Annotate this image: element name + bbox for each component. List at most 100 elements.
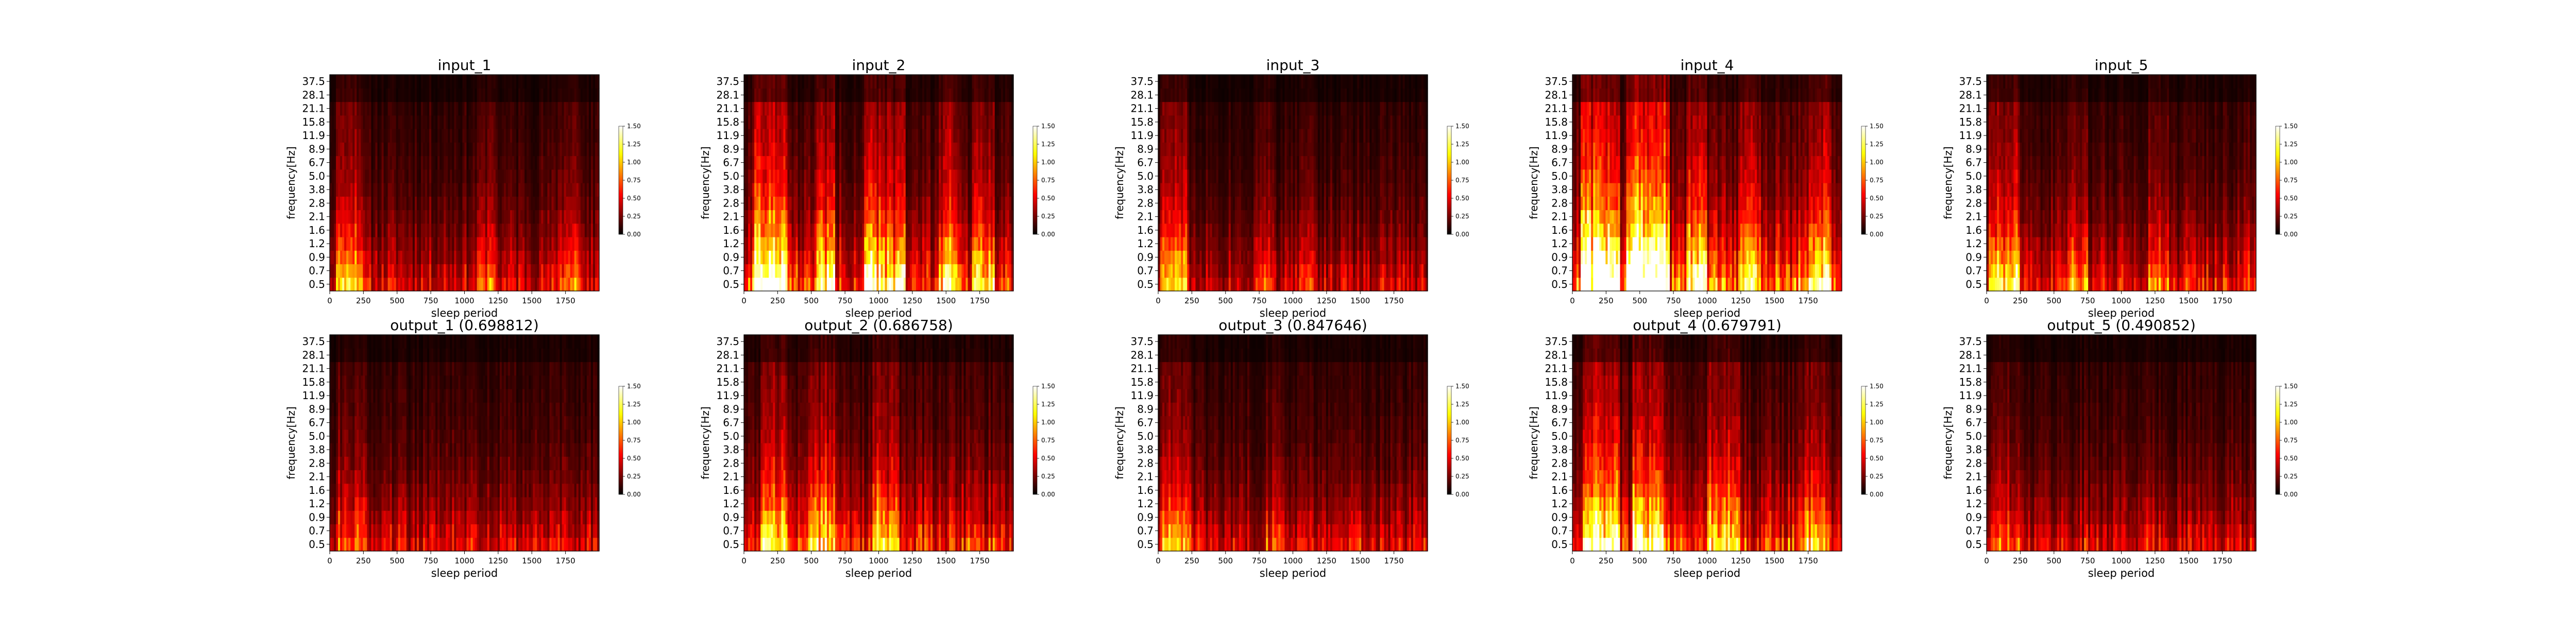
heatmap-cell (330, 156, 332, 170)
heatmap-cell (346, 210, 349, 224)
heatmap-cell (916, 210, 919, 224)
heatmap-cell (1234, 250, 1238, 265)
heatmap-cell (1158, 101, 1161, 116)
heatmap-cell (992, 250, 995, 265)
heatmap-cell (379, 156, 382, 170)
heatmap-cell (889, 129, 892, 143)
heatmap-cell (518, 223, 521, 237)
heatmap-cell (524, 277, 527, 291)
heatmap-cell (984, 169, 987, 183)
colorbar-tick-label: 0.50 (627, 195, 641, 202)
heatmap-cell (512, 88, 515, 102)
heatmap-cell (418, 142, 421, 157)
heatmap-cell (1208, 264, 1211, 278)
heatmap-cell (924, 277, 927, 291)
heatmap-cell (398, 129, 401, 143)
heatmap-cell (878, 277, 882, 291)
heatmap-cell (957, 237, 960, 251)
heatmap-cell (487, 237, 490, 251)
heatmap-cell (431, 101, 434, 116)
heatmap-cell (1187, 183, 1190, 197)
heatmap-cell (334, 277, 336, 291)
heatmap-cell (907, 156, 910, 170)
heatmap-cell (456, 277, 459, 291)
y-axis-label: frequency[Hz] (285, 146, 297, 219)
heatmap-cell (850, 183, 852, 197)
heatmap-cell (972, 264, 975, 278)
heatmap-cell (421, 183, 423, 197)
heatmap-cell (1009, 115, 1012, 129)
heatmap-cell (389, 237, 393, 251)
heatmap-cell (806, 196, 809, 211)
heatmap-cell (974, 88, 977, 102)
heatmap-cell (1173, 264, 1175, 278)
heatmap-cell (781, 156, 784, 170)
heatmap-cell (462, 156, 465, 170)
heatmap-cell (1001, 156, 1004, 170)
heatmap-cell (746, 75, 749, 89)
heatmap-cell (387, 142, 391, 157)
heatmap-cell (371, 75, 374, 89)
heatmap-cell (868, 210, 871, 224)
heatmap-cell (524, 115, 527, 129)
heatmap-cell (1193, 223, 1196, 237)
heatmap-cell (957, 210, 960, 224)
heatmap-cell (334, 237, 336, 251)
heatmap-cell (1173, 183, 1175, 197)
heatmap-cell (924, 237, 927, 251)
heatmap-cell (845, 169, 848, 183)
heatmap-cell (909, 142, 912, 157)
heatmap-cell (507, 156, 511, 170)
heatmap-cell (848, 75, 850, 89)
heatmap-cell (1007, 129, 1010, 143)
heatmap-cell (826, 210, 829, 224)
heatmap-cell (752, 169, 755, 183)
heatmap-cell (385, 250, 388, 265)
heatmap-cell (916, 75, 919, 89)
heatmap-cell (928, 88, 931, 102)
heatmap-cell (541, 223, 544, 237)
heatmap-cell (1171, 250, 1173, 265)
heatmap-cell (518, 237, 521, 251)
heatmap-cell (1191, 223, 1194, 237)
heatmap-cell (377, 156, 380, 170)
y-tick-label: 11.9 (302, 129, 325, 142)
heatmap-cell (516, 196, 519, 211)
heatmap-panel-2: input_20.50.70.91.21.62.12.83.85.06.78.9… (699, 57, 1055, 319)
heatmap-cell (520, 88, 523, 102)
heatmap-cell (1232, 156, 1235, 170)
heatmap-cell (760, 101, 763, 116)
heatmap-cell (978, 277, 981, 291)
heatmap-cell (953, 196, 956, 211)
heatmap-cell (814, 129, 817, 143)
heatmap-cell (781, 88, 784, 102)
heatmap-cell (433, 101, 436, 116)
heatmap-cell (516, 264, 519, 278)
heatmap-cell (1201, 223, 1205, 237)
heatmap-cell (800, 156, 803, 170)
x-tick-label: 500 (804, 296, 819, 305)
heatmap-cell (412, 264, 415, 278)
heatmap-cell (507, 183, 511, 197)
heatmap-cell (953, 142, 956, 157)
heatmap-cell (572, 264, 575, 278)
heatmap-cell (340, 156, 343, 170)
heatmap-cell (798, 75, 801, 89)
heatmap-cell (462, 196, 465, 211)
heatmap-cell (396, 169, 399, 183)
heatmap-cell (765, 129, 767, 143)
heatmap-cell (883, 237, 886, 251)
heatmap-cell (553, 277, 556, 291)
heatmap-cell (533, 196, 535, 211)
colorbar-tick-label: 0.25 (1041, 213, 1055, 220)
heatmap-cell (479, 196, 482, 211)
heatmap-cell (854, 115, 856, 129)
heatmap-cell (557, 196, 561, 211)
heatmap-cell (945, 183, 947, 197)
heatmap-cell (941, 142, 943, 157)
heatmap-cell (852, 88, 854, 102)
heatmap-cell (905, 129, 908, 143)
heatmap-cell (1005, 101, 1008, 116)
heatmap-cell (1228, 237, 1231, 251)
heatmap-cell (344, 237, 347, 251)
